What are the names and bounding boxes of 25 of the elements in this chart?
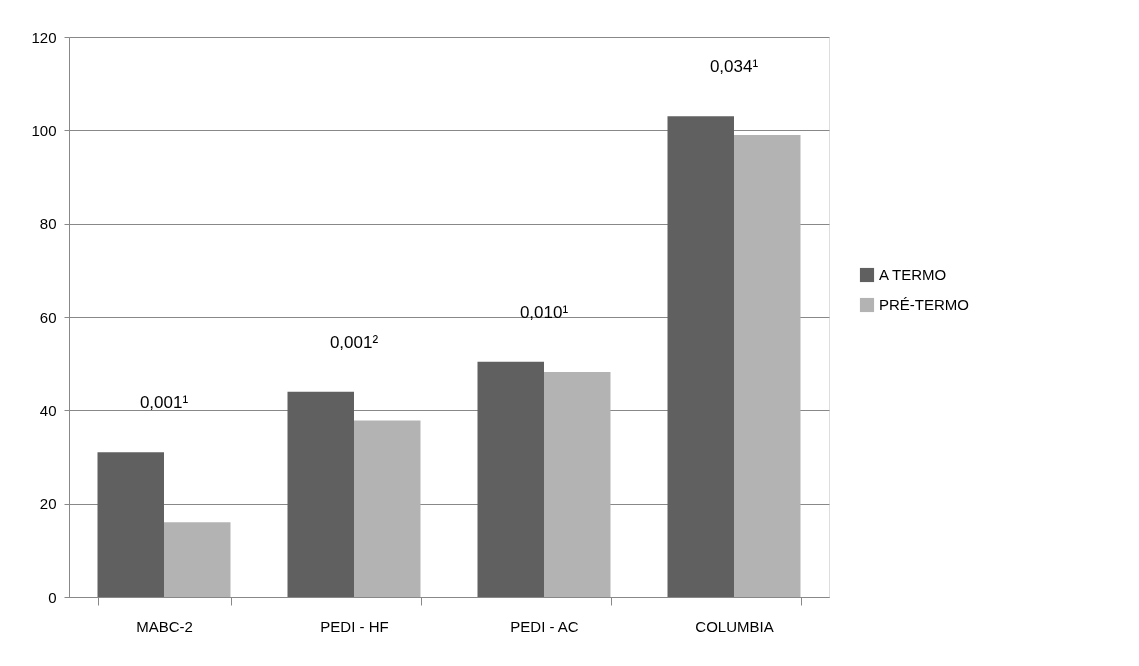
bar [544,372,611,597]
x-tick-label: PEDI - HF [320,617,389,635]
x-tick-label: PEDI - AC [510,617,579,635]
y-tick-label: 0 [48,588,57,606]
bar [287,391,354,597]
y-tick-label: 80 [39,215,57,233]
bar [164,522,231,597]
y-tick-label: 120 [31,28,57,46]
legend-label: PRÉ-TERMO [879,296,969,313]
bar [667,116,734,597]
bar [477,361,544,597]
legend-label: A TERMO [879,266,947,283]
bar [97,452,164,597]
y-tick-label: 60 [39,308,57,326]
x-tick-label: COLUMBIA [695,617,774,635]
bar [734,135,801,597]
bar [354,420,421,597]
y-tick-label: 100 [31,121,57,139]
y-tick-label: 20 [39,495,57,513]
x-tick-label: MABC-2 [136,617,193,635]
y-tick-label: 40 [39,401,57,419]
annotation: 0,010¹ [519,302,569,322]
annotation: 0,001¹ [139,393,189,413]
annotation: 0,034¹ [709,57,759,77]
annotation: 0,001² [329,332,379,352]
